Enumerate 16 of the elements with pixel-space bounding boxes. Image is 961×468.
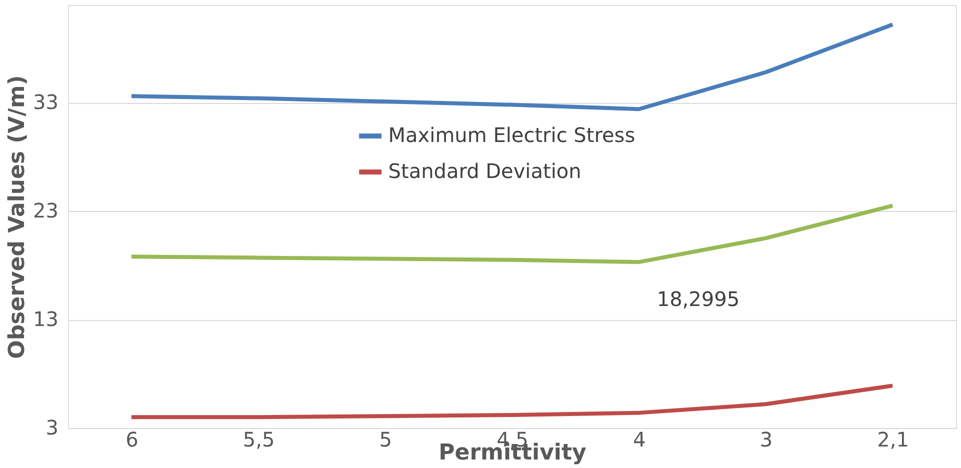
line-series bbox=[129, 22, 895, 112]
line-series bbox=[129, 384, 895, 420]
legend-label: Standard Deviation bbox=[388, 159, 582, 183]
line-series bbox=[129, 204, 895, 264]
x-tick-label: 5 bbox=[379, 428, 392, 452]
x-tick-label: 3 bbox=[760, 428, 773, 452]
x-tick-label: 4 bbox=[632, 428, 646, 452]
y-tick-label: 13 bbox=[33, 307, 58, 332]
y-axis-title: Observed Values (V/m) bbox=[5, 75, 30, 359]
legend-label: Maximum Electric Stress bbox=[388, 123, 636, 147]
x-tick-label: 5,5 bbox=[242, 428, 275, 452]
x-tick-label: 2,1 bbox=[877, 428, 909, 452]
data-label: 18,2995 bbox=[656, 287, 740, 312]
x-tick-label: 6 bbox=[126, 428, 138, 452]
y-tick-label: 23 bbox=[33, 198, 58, 223]
y-tick-label: 33 bbox=[33, 90, 58, 114]
